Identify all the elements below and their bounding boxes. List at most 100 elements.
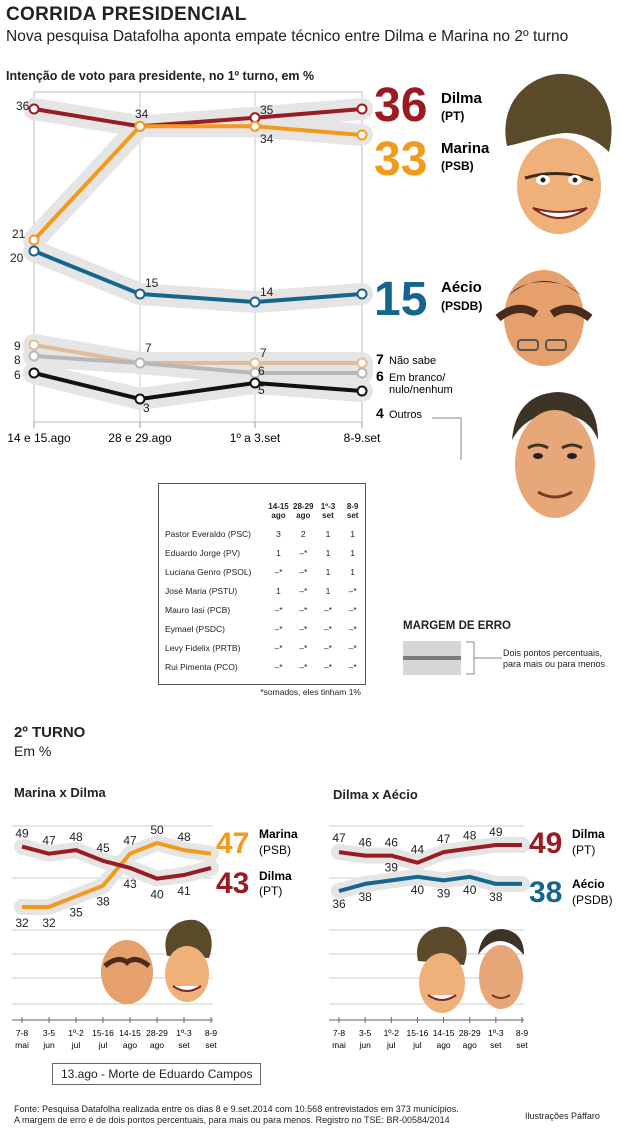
minor-branco-label: Em branco/ nulo/nenhum [389, 372, 453, 396]
data-point [356, 367, 368, 379]
x-tick-label: mai [332, 1040, 346, 1050]
x-tick-label: set [516, 1040, 528, 1050]
table-cell: 1 [350, 566, 356, 577]
md-dilma-name: Dilma [259, 869, 292, 883]
value-label: 38 [489, 890, 503, 904]
x-tick-label: set [205, 1040, 217, 1050]
series-line-0 [22, 841, 212, 909]
footer-margin-note: A margem de erro é de dois pontos percen… [14, 1115, 450, 1125]
table-cell: –* [323, 604, 332, 615]
first-round-label: Intenção de voto para presidente, no 1º … [6, 69, 314, 83]
table-header-name [165, 490, 266, 524]
table-cell: –* [323, 623, 332, 634]
data-point [28, 350, 40, 362]
minor-outros-label: Outros [389, 409, 423, 421]
value-label: 32 [42, 916, 56, 930]
footer-credit: Ilustrações Páffaro [525, 1111, 600, 1121]
table-cell-name: Levy Fidelix (PRTB) [165, 642, 241, 653]
x-tick-label: 1º-2 [384, 1028, 400, 1038]
value-label: 34 [135, 107, 149, 121]
table-header: 14-15 ago [268, 502, 289, 520]
value-label: 47 [42, 834, 56, 848]
value-label: 48 [463, 829, 477, 843]
footer: Fonte: Pesquisa Datafolha realizada entr… [14, 1104, 534, 1126]
outros-connector [432, 417, 462, 460]
x-tick-label: jul [386, 1040, 396, 1050]
table-cell-name: Eymael (PSDC) [165, 623, 225, 634]
series-line-0 [338, 843, 522, 865]
table-cell-name: Mauro Iasi (PCB) [165, 604, 231, 615]
minor-naosabe-label: Não sabe [389, 355, 436, 367]
value-label: 48 [177, 830, 191, 844]
table-cell: 1 [325, 528, 331, 539]
x-tick-label: mai [15, 1040, 29, 1050]
value-label: 36 [332, 897, 346, 911]
event-note: 13.ago - Morte de Eduardo Campos [52, 1063, 262, 1085]
value-label: 40 [411, 883, 425, 897]
table-cell: 1 [325, 566, 331, 577]
aecio-caricature-illustration [495, 270, 593, 366]
x-tick-label: 8-9.set [344, 431, 381, 445]
table-cell: 1 [325, 547, 331, 558]
x-tick-label: 8-9 [516, 1028, 529, 1038]
value-label: 6 [14, 368, 21, 382]
value-label: 40 [463, 883, 477, 897]
data-point [134, 393, 146, 405]
value-label: 38 [96, 895, 110, 909]
value-label: 43 [123, 877, 137, 891]
value-label: 47 [332, 831, 346, 845]
table-cell: –* [299, 604, 308, 615]
md-marina-value: 47 [216, 827, 249, 860]
table-cell: 1 [350, 547, 356, 558]
data-point [134, 357, 146, 369]
table-cell: 1 [350, 528, 356, 539]
x-tick-label: 1º-3 [176, 1028, 192, 1038]
data-point [249, 296, 261, 308]
table-cell: –* [348, 623, 357, 634]
md-marina-name: Marina [259, 827, 298, 841]
result-marina-name: Marina [441, 140, 490, 157]
result-marina-value: 33 [374, 133, 427, 186]
x-tick-label: jun [42, 1040, 55, 1050]
value-label: 40 [150, 888, 164, 902]
value-label: 49 [489, 825, 503, 839]
table-row: Eduardo Jorge (PV) 1 –* 1 1 [165, 543, 365, 562]
value-label: 8 [14, 353, 21, 367]
da-dilma-party: (PT) [572, 843, 595, 857]
value-label: 36 [16, 99, 30, 113]
value-label: 46 [358, 836, 372, 850]
da-dilma-name: Dilma [572, 827, 605, 841]
value-label: 3 [143, 401, 150, 415]
table-row: Pastor Everaldo (PSC) 3 2 1 1 [165, 524, 365, 543]
data-point [28, 245, 40, 257]
table-cell-name: Rui Pimenta (PCO) [165, 661, 238, 672]
value-label: 47 [437, 832, 451, 846]
x-tick-label: 28 e 29.ago [108, 431, 172, 445]
md-faces-illustration [101, 919, 212, 1004]
series-line-2 [33, 249, 363, 304]
x-tick-label: 3-5 [43, 1028, 56, 1038]
value-label: 7 [145, 341, 152, 355]
result-dilma-value: 36 [374, 79, 427, 132]
table-cell: 1 [325, 585, 331, 596]
marina-dilma-label: Marina x Dilma [14, 785, 106, 800]
x-tick-label: jun [358, 1040, 371, 1050]
x-tick-label: jul [98, 1040, 108, 1050]
series-line-1 [21, 844, 212, 881]
x-tick-label: 1º-2 [68, 1028, 84, 1038]
value-label: 45 [96, 841, 110, 855]
second-round-title: 2º TURNO [14, 724, 86, 741]
table-cell: –* [299, 623, 308, 634]
dilma-caricature-illustration [505, 73, 612, 234]
x-tick-label: ago [123, 1040, 137, 1050]
result-aecio-party: (PSDB) [441, 299, 482, 313]
table-header: 28-29 ago [293, 502, 314, 520]
value-label: 21 [12, 227, 26, 241]
margin-band-2 [23, 240, 373, 313]
result-dilma-party: (PT) [441, 109, 464, 123]
x-tick-label: 14-15 [119, 1028, 141, 1038]
md-dilma-party: (PT) [259, 884, 282, 898]
table-cell: 1 [276, 585, 281, 596]
page-title: CORRIDA PRESIDENCIAL [6, 4, 247, 25]
data-point [356, 357, 368, 369]
